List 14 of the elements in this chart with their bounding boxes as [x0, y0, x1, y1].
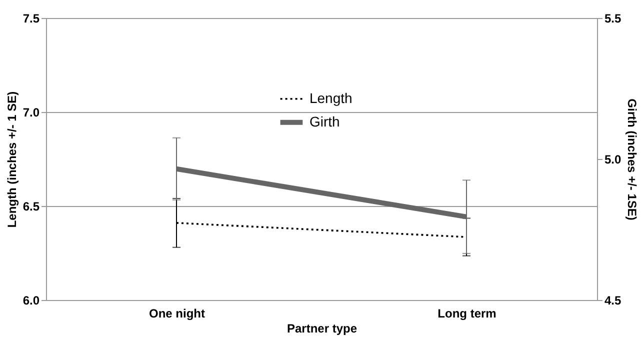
y-tick-label: 6.0: [22, 294, 40, 308]
y-tick-label: 7.5: [22, 12, 40, 26]
y2-tick-label: 5.0: [604, 152, 622, 166]
y2-axis-title: Girth (inches +/- 1SE): [625, 98, 640, 220]
y2-tick-label: 5.5: [604, 12, 622, 26]
x-tick-label: One night: [149, 306, 205, 320]
y-axis-title: Length (inches +/- 1 SE): [4, 91, 19, 228]
x-axis-title: Partner type: [286, 322, 358, 336]
y-tick-label: 7.0: [22, 106, 40, 120]
y-tick-label: 6.5: [22, 200, 40, 214]
x-tick-label: Long term: [438, 306, 496, 320]
legend-label: Girth: [309, 113, 340, 130]
y2-tick-label: 4.5: [604, 294, 622, 308]
legend-label: Length: [309, 90, 352, 106]
